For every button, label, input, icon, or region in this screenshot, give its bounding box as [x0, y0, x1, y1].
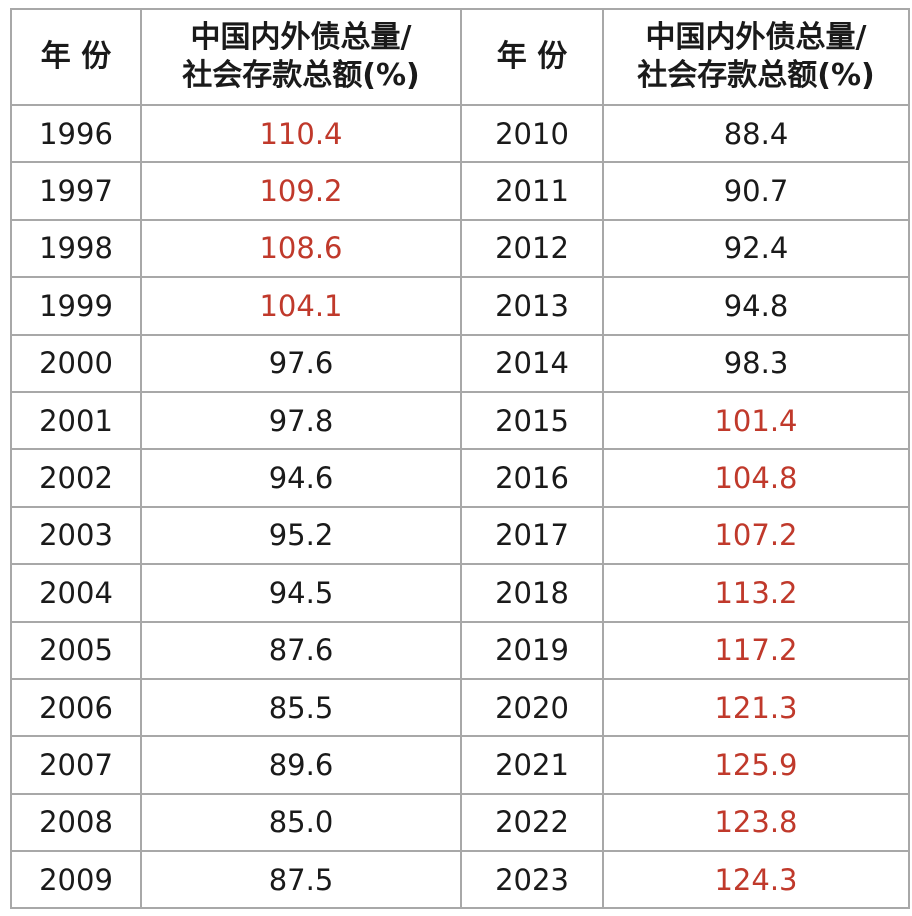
- ratio-cell: 124.3: [602, 850, 910, 910]
- ratio-cell: 107.2: [602, 505, 910, 566]
- ratio-cell: 85.0: [140, 792, 462, 853]
- ratio-cell: 87.5: [140, 850, 462, 910]
- year-cell: 2012: [460, 218, 604, 279]
- ratio-cell: 104.1: [140, 276, 462, 336]
- header-line: 中国内外债总量/: [645, 20, 867, 55]
- table-row: 1997 109.2 2011 90.7: [10, 161, 910, 221]
- ratio-cell: 121.3: [602, 677, 910, 738]
- year-cell: 2022: [460, 792, 604, 853]
- header-ratio: 中国内外债总量/社会存款总额(%): [140, 8, 462, 106]
- table-row: 1996 110.4 2010 88.4: [10, 103, 910, 164]
- year-cell: 2011: [460, 161, 604, 221]
- table-row: 2005 87.6 2019 117.2: [10, 620, 910, 680]
- table-container: 年 份 中国内外债总量/社会存款总额(%) 年 份 中国内外债总量/社会存款总额…: [10, 8, 910, 910]
- year-cell: 2021: [460, 735, 604, 795]
- year-cell: 2005: [10, 620, 142, 680]
- year-cell: 2010: [460, 103, 604, 164]
- ratio-cell: 117.2: [602, 620, 910, 680]
- year-cell: 2000: [10, 333, 142, 393]
- year-cell: 2004: [10, 563, 142, 623]
- table-body: 1996 110.4 2010 88.4 1997 109.2 2011 90.7 1998 10…: [10, 103, 910, 910]
- ratio-cell: 110.4: [140, 103, 462, 164]
- ratio-cell: 94.8: [602, 276, 910, 336]
- year-cell: 2003: [10, 505, 142, 566]
- year-cell: 1996: [10, 103, 142, 164]
- year-cell: 2009: [10, 850, 142, 910]
- ratio-cell: 92.4: [602, 218, 910, 279]
- table-row: 2008 85.0 2022 123.8: [10, 792, 910, 853]
- table-row: 2003 95.2 2017 107.2: [10, 505, 910, 566]
- ratio-cell: 88.4: [602, 103, 910, 164]
- year-cell: 2013: [460, 276, 604, 336]
- year-cell: 2019: [460, 620, 604, 680]
- header-ratio: 中国内外债总量/社会存款总额(%): [602, 8, 910, 106]
- year-cell: 2006: [10, 677, 142, 738]
- header-year: 年 份: [460, 8, 604, 106]
- table-row: 2006 85.5 2020 121.3: [10, 677, 910, 738]
- ratio-cell: 94.6: [140, 448, 462, 508]
- year-cell: 2002: [10, 448, 142, 508]
- table-row: 2004 94.5 2018 113.2: [10, 563, 910, 623]
- ratio-cell: 104.8: [602, 448, 910, 508]
- ratio-cell: 87.6: [140, 620, 462, 680]
- ratio-cell: 125.9: [602, 735, 910, 795]
- table-row: 2000 97.6 2014 98.3: [10, 333, 910, 393]
- table-row: 2002 94.6 2016 104.8: [10, 448, 910, 508]
- year-cell: 2007: [10, 735, 142, 795]
- year-cell: 1997: [10, 161, 142, 221]
- header-year: 年 份: [10, 8, 142, 106]
- ratio-cell: 98.3: [602, 333, 910, 393]
- year-cell: 2020: [460, 677, 604, 738]
- table-row: 2007 89.6 2021 125.9: [10, 735, 910, 795]
- ratio-cell: 97.8: [140, 390, 462, 451]
- ratio-cell: 101.4: [602, 390, 910, 451]
- header-line: 社会存款总额(%): [182, 58, 420, 93]
- ratio-cell: 97.6: [140, 333, 462, 393]
- ratio-cell: 113.2: [602, 563, 910, 623]
- table-head: 年 份 中国内外债总量/社会存款总额(%) 年 份 中国内外债总量/社会存款总额…: [10, 8, 910, 106]
- data-table: 年 份 中国内外债总量/社会存款总额(%) 年 份 中国内外债总量/社会存款总额…: [10, 8, 910, 910]
- ratio-cell: 89.6: [140, 735, 462, 795]
- header-line: 中国内外债总量/: [190, 20, 412, 55]
- table-row: 2001 97.8 2015 101.4: [10, 390, 910, 451]
- year-cell: 2016: [460, 448, 604, 508]
- year-cell: 2014: [460, 333, 604, 393]
- year-cell: 2017: [460, 505, 604, 566]
- header-row: 年 份 中国内外债总量/社会存款总额(%) 年 份 中国内外债总量/社会存款总额…: [10, 8, 910, 106]
- year-cell: 1999: [10, 276, 142, 336]
- ratio-cell: 90.7: [602, 161, 910, 221]
- ratio-cell: 85.5: [140, 677, 462, 738]
- table-row: 2009 87.5 2023 124.3: [10, 850, 910, 910]
- year-cell: 2023: [460, 850, 604, 910]
- ratio-cell: 108.6: [140, 218, 462, 279]
- year-cell: 1998: [10, 218, 142, 279]
- ratio-cell: 94.5: [140, 563, 462, 623]
- year-cell: 2008: [10, 792, 142, 853]
- year-cell: 2015: [460, 390, 604, 451]
- table-row: 1998 108.6 2012 92.4: [10, 218, 910, 279]
- table-row: 1999 104.1 2013 94.8: [10, 276, 910, 336]
- year-cell: 2018: [460, 563, 604, 623]
- year-cell: 2001: [10, 390, 142, 451]
- ratio-cell: 109.2: [140, 161, 462, 221]
- header-line: 社会存款总额(%): [637, 58, 875, 93]
- ratio-cell: 123.8: [602, 792, 910, 853]
- ratio-cell: 95.2: [140, 505, 462, 566]
